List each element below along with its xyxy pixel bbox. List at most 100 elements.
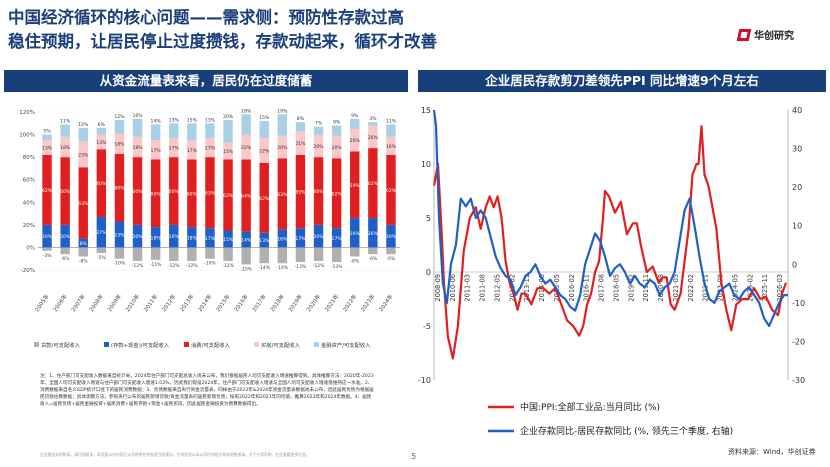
bar-segment [42, 134, 52, 141]
legend-label: 买房/可支配收入 [261, 341, 301, 349]
x-tick-label: 2024-05 [731, 274, 739, 302]
bar-segment [350, 218, 360, 248]
bar-loan [60, 247, 70, 255]
left-tick-label: 10 [421, 160, 431, 169]
bar-value-label: 26% [350, 231, 361, 237]
bar-value-label: 62% [332, 191, 343, 197]
x-tick-label: 2025-11 [761, 274, 769, 302]
bar-value-label: 15% [187, 117, 198, 123]
bar-value-label: 21% [295, 141, 306, 147]
x-tick-label: 2016年 [232, 292, 250, 313]
bar-segment [223, 159, 233, 231]
x-tick-label: 2023年 [359, 292, 377, 313]
bar-loan [350, 247, 360, 257]
bar-segment [42, 224, 52, 248]
bar-segment [223, 119, 233, 143]
bar-value-label: 17% [332, 236, 343, 242]
bar-value-label: 17% [205, 146, 216, 152]
x-tick-label: 2012-05 [493, 274, 501, 302]
bar-segment [78, 167, 88, 239]
bar-value-label: 20% [277, 145, 288, 151]
x-tick-label: 2011年 [142, 292, 160, 313]
x-tick-label: 2015-05 [553, 274, 561, 302]
bar-segment [60, 136, 70, 158]
bar-value-label: 18% [241, 108, 252, 114]
bar-segment [42, 140, 52, 155]
bar-value-label: 17% [169, 146, 180, 152]
bar-segment [114, 153, 125, 222]
bar-segment [277, 158, 288, 230]
bar-value-label: 20% [60, 234, 71, 240]
bar-segment [241, 134, 251, 160]
page-title: 中国经济循环的核心问题——需求侧：预防性存款过高 稳住预期，让居民停止过度攒钱，… [8, 6, 698, 54]
bar-value-label: 17% [205, 236, 216, 242]
bar-value-label: 6% [98, 122, 106, 128]
bar-loan [295, 247, 306, 263]
deposit-gap-line [432, 109, 788, 328]
bar-value-label: 13% [42, 146, 53, 152]
bar-loan-label: -6% [61, 256, 70, 262]
bar-value-label: 64% [241, 194, 252, 200]
bar-loan [42, 247, 52, 251]
bar-loan-label: -6% [387, 256, 396, 262]
bar-value-label: 22% [241, 145, 252, 151]
bar-segment [96, 149, 107, 217]
right-tick-label: 0 [792, 260, 797, 269]
bar-segment [114, 133, 125, 154]
bar-loan [205, 247, 215, 259]
title-line-2: 稳住预期，让居民停止过度攒钱，存款动起来，循环才改善 [8, 32, 437, 51]
bar-segment [331, 125, 342, 136]
bar-segment [78, 141, 88, 168]
bar-segment [350, 118, 360, 129]
bar-value-label: 26% [368, 231, 379, 237]
bar-segment [277, 135, 288, 159]
bar-value-label: 20% [313, 144, 324, 150]
x-tick-label: 2009年 [105, 292, 123, 313]
bar-segment [42, 154, 52, 225]
bar-value-label: 17% [187, 148, 198, 154]
left-tick-label: -5 [423, 322, 431, 331]
bar-value-label: 18% [114, 142, 125, 148]
bar-segment [295, 154, 306, 229]
bar-segment [205, 123, 215, 138]
x-tick-label: 2015年 [214, 292, 232, 313]
bar-segment [96, 127, 107, 135]
x-tick-label: 2008年 [87, 292, 105, 313]
bar-loan-label: -12% [222, 263, 234, 269]
y-tick-label: 120% [19, 110, 35, 116]
bar-segment [169, 157, 179, 225]
x-tick-label: 2022-02 [687, 274, 695, 302]
bar-loan [313, 247, 324, 261]
x-tick-label: 2005年 [33, 292, 51, 313]
bar-segment [205, 157, 215, 229]
x-tick-label: 2021-05 [672, 274, 680, 302]
bar-loan-label: -15% [240, 266, 252, 272]
bar-loan-label: -8% [79, 258, 88, 264]
x-tick-label: 2007年 [69, 292, 87, 313]
bar-segment [150, 159, 161, 228]
bar-value-label: 60% [187, 191, 198, 197]
bar-segment [205, 137, 215, 158]
y-tick-label: 100% [19, 133, 35, 139]
bar-loan [223, 247, 233, 261]
bar-segment [241, 114, 251, 135]
y-tick-label: 60% [23, 178, 35, 184]
x-tick-label: 2010年 [123, 292, 141, 313]
bar-loan [78, 247, 88, 257]
bar-segment [132, 118, 143, 137]
bar-segment [331, 135, 342, 159]
bar-value-label: 8% [80, 241, 88, 247]
bar-value-label: 15% [259, 115, 270, 121]
bar-value-label: 62% [368, 181, 379, 187]
x-tick-label: 2019-02 [627, 274, 635, 302]
bar-segment [78, 127, 88, 142]
x-tick-label: 2022年 [341, 292, 359, 313]
bar-value-label: 18% [187, 235, 198, 241]
bar-value-label: 20% [169, 234, 180, 240]
bar-value-label: 7% [315, 121, 323, 127]
bar-segment [259, 162, 269, 233]
bar-segment [331, 158, 342, 229]
bar-value-label: 60% [96, 181, 107, 187]
legend-swatch [314, 342, 319, 347]
right-tick-label: -30 [792, 376, 805, 385]
